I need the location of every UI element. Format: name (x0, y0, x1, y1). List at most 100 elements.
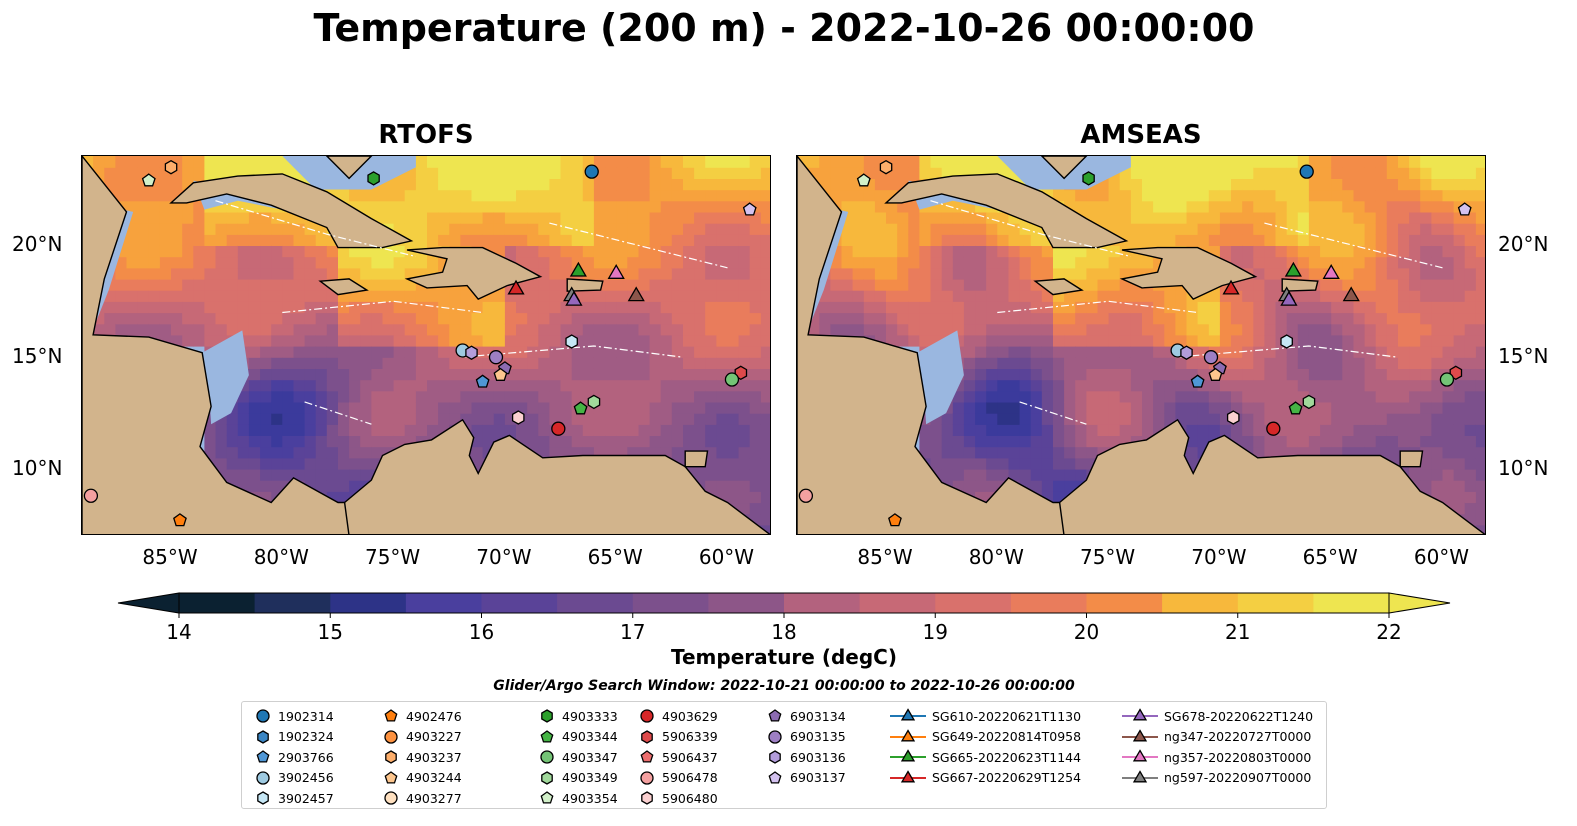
pentagon-marker-icon (384, 770, 398, 784)
bahamas-land (1040, 156, 1088, 180)
colorbar-tick-label: 15 (318, 620, 343, 644)
glider-SG665-20220623T1144 (1284, 261, 1302, 277)
colorbar-segment (481, 593, 558, 613)
argo-float-1902314 (1299, 164, 1314, 179)
lon-tick-label: 65°W (1302, 545, 1358, 569)
legend-item-label: 1902314 (278, 708, 334, 724)
legend-item-label: 4903244 (406, 770, 462, 785)
legend-item: 4903349 (538, 768, 618, 788)
colorbar-tick-label: 19 (923, 620, 948, 644)
legend-item: 4903354 (538, 788, 618, 808)
colorbar-tick-label: 16 (469, 620, 494, 644)
legend-item-label: 3902457 (278, 790, 334, 806)
legend-item: 1902324 (254, 727, 334, 747)
legend-item-label: 4903354 (562, 790, 618, 806)
eez-boundary-line (282, 300, 483, 314)
eez-boundary-line (460, 345, 684, 358)
circle-marker-icon (768, 729, 782, 744)
legend-item-label: 2903766 (278, 749, 334, 765)
colorbar-segment (859, 593, 936, 613)
legend-item: 3902456 (254, 768, 334, 788)
triangle-marker-icon (1132, 708, 1148, 721)
argo-float-3902457 (565, 334, 578, 349)
colorbar-min-extension (117, 592, 180, 614)
pentagon-marker-icon (768, 709, 782, 722)
legend-item-label: SG667-20220629T1254 (932, 770, 1082, 785)
legend-item: 1902314 (254, 706, 334, 726)
argo-float-4903347 (1439, 372, 1455, 387)
colorbar-tick-label: 20 (1074, 620, 1099, 644)
legend-item-label: 5906437 (662, 749, 718, 765)
pentagon-marker-icon (640, 750, 654, 763)
triangle-marker-icon (1132, 769, 1148, 782)
lon-tick-label: 80°W (968, 545, 1024, 569)
argo-float-6903135 (488, 350, 504, 365)
cuba-land (884, 173, 1129, 249)
lon-tick-label: 70°W (1191, 545, 1247, 569)
colorbar-segment (405, 593, 482, 613)
legend-item-label: 6903135 (790, 729, 846, 744)
legend-item: 4903237 (382, 747, 462, 767)
legend-item-label: 4903347 (562, 749, 618, 765)
colorbar-segment (632, 593, 709, 613)
legend-item-label: 4903227 (406, 729, 462, 744)
trinidad-land (1399, 450, 1424, 468)
argo-float-5906478 (83, 488, 99, 503)
argo-float-2903766 (1190, 374, 1205, 388)
colorbar: 14 15 16 17 18 19 20 21 22 (0, 585, 1577, 695)
legend-item-label: SG665-20220623T1144 (932, 749, 1082, 765)
legend-item-label: 4903349 (562, 770, 618, 785)
legend-item-label: 5906480 (662, 790, 718, 806)
argo-float-5906480 (1226, 410, 1240, 425)
legend-item-label: ng347-20220727T0000 (1164, 729, 1312, 744)
legend-item: SG649-20220814T0958 (890, 727, 1081, 747)
colorbar-tick-label: 17 (620, 620, 645, 644)
lat-tick-label-left: 15°N (12, 344, 63, 369)
lon-tick-label: 75°W (364, 545, 421, 569)
jamaica-land (1033, 278, 1084, 296)
argo-float-4903244 (1208, 367, 1223, 381)
glider-SG678-20220622T1240 (565, 290, 583, 306)
legend-item-label: 1902324 (278, 729, 334, 744)
map-panel-amseas (796, 155, 1486, 535)
circle-marker-icon (640, 770, 654, 785)
hexagon-marker-icon (541, 770, 553, 785)
argo-float-6903137 (1457, 202, 1472, 216)
glider-SG667-20220629T1254 (1222, 279, 1240, 295)
argo-float-4903629 (551, 421, 566, 436)
legend-item: 6903136 (766, 747, 846, 767)
colorbar-tick-label: 18 (771, 620, 796, 644)
hispaniola-land (404, 246, 543, 300)
triangle-marker-icon (900, 728, 916, 741)
lat-tick-label-left: 20°N (12, 232, 63, 257)
colorbar-segment (557, 593, 634, 613)
legend-item-label: 6903136 (790, 749, 846, 765)
map-panel-rtofs (81, 155, 771, 535)
glider-ng357-20220803T0000 (607, 263, 625, 279)
hexagon-marker-icon (257, 729, 269, 744)
colorbar-tick-label: 21 (1225, 620, 1250, 644)
cuba-land (169, 173, 414, 249)
jamaica-land (318, 278, 369, 296)
puerto-rico-land (1281, 278, 1319, 292)
hexagon-marker-icon (541, 709, 553, 723)
colorbar-max-extension (1388, 592, 1451, 614)
triangle-marker-icon (900, 749, 916, 762)
south-america-land (343, 418, 770, 534)
argo-float-4903354 (856, 173, 871, 187)
hexagon-marker-icon (641, 791, 653, 805)
lon-tick-label: 85°W (857, 545, 913, 569)
eez-boundary-line (215, 200, 417, 258)
argo-float-4903344 (573, 401, 588, 415)
nicaragua-shelf (202, 330, 249, 425)
legend-item-label: 4903237 (406, 749, 462, 765)
argo-float-2903766 (475, 374, 490, 388)
legend-item: 4903629 (638, 706, 718, 726)
pentagon-marker-icon (540, 791, 554, 804)
glider-SG665-20220623T1144 (569, 261, 587, 277)
glider-ng347-20220727T0000 (1342, 286, 1360, 302)
argo-float-4903244 (493, 367, 508, 381)
hexagon-marker-icon (385, 750, 397, 764)
south-america-land (1058, 418, 1485, 534)
lon-tick-label: 65°W (587, 545, 643, 569)
